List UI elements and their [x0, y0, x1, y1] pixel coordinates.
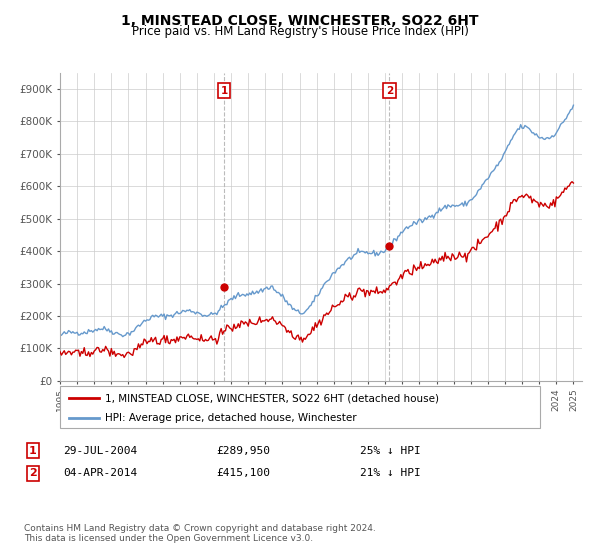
- Text: £415,100: £415,100: [216, 468, 270, 478]
- Text: 2: 2: [29, 468, 37, 478]
- Text: Price paid vs. HM Land Registry's House Price Index (HPI): Price paid vs. HM Land Registry's House …: [131, 25, 469, 38]
- Text: HPI: Average price, detached house, Winchester: HPI: Average price, detached house, Winc…: [105, 413, 356, 423]
- Text: 04-APR-2014: 04-APR-2014: [63, 468, 137, 478]
- Text: Contains HM Land Registry data © Crown copyright and database right 2024.
This d: Contains HM Land Registry data © Crown c…: [24, 524, 376, 543]
- Text: £289,950: £289,950: [216, 446, 270, 456]
- Text: 25% ↓ HPI: 25% ↓ HPI: [360, 446, 421, 456]
- Text: 21% ↓ HPI: 21% ↓ HPI: [360, 468, 421, 478]
- Text: 1, MINSTEAD CLOSE, WINCHESTER, SO22 6HT: 1, MINSTEAD CLOSE, WINCHESTER, SO22 6HT: [121, 14, 479, 28]
- Text: 1, MINSTEAD CLOSE, WINCHESTER, SO22 6HT (detached house): 1, MINSTEAD CLOSE, WINCHESTER, SO22 6HT …: [105, 393, 439, 403]
- Text: 29-JUL-2004: 29-JUL-2004: [63, 446, 137, 456]
- Text: 1: 1: [29, 446, 37, 456]
- Text: 1: 1: [220, 86, 227, 96]
- Text: 2: 2: [386, 86, 393, 96]
